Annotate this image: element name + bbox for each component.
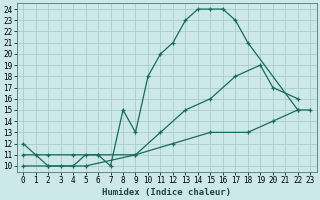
X-axis label: Humidex (Indice chaleur): Humidex (Indice chaleur) bbox=[102, 188, 231, 197]
